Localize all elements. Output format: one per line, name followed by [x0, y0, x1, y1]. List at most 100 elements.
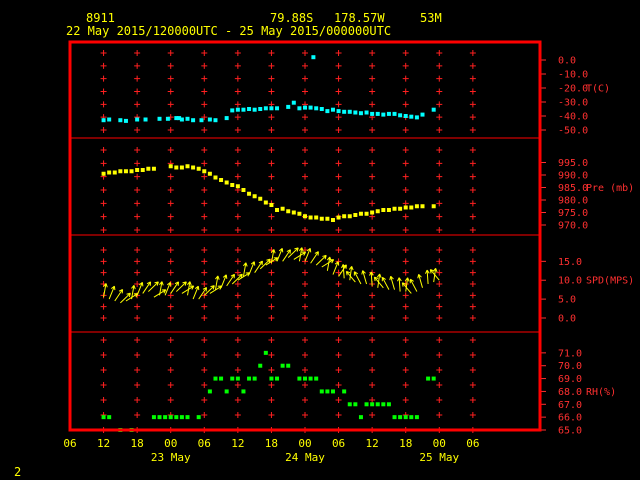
- y-tick-label: 65.0: [558, 426, 582, 437]
- y-tick-label: 71.0: [558, 348, 582, 359]
- temperature-point: [185, 116, 190, 121]
- grid-plus: [369, 337, 376, 343]
- grid-plus: [167, 147, 174, 153]
- grid-plus: [100, 75, 107, 82]
- temperature-point: [353, 110, 358, 115]
- temperature-point: [174, 116, 179, 121]
- temperature-point: [107, 117, 112, 122]
- rh-point: [370, 402, 375, 407]
- wind-arrow: [353, 271, 362, 285]
- grid-plus: [302, 292, 308, 299]
- x-tick-label: 18: [265, 437, 278, 450]
- x-tick-label: 06: [198, 437, 211, 450]
- grid-plus: [302, 147, 308, 153]
- grid-plus: [134, 367, 141, 373]
- grid-plus: [335, 337, 342, 343]
- grid-plus: [335, 397, 342, 403]
- grid-plus: [402, 303, 409, 310]
- pressure-point: [151, 166, 156, 171]
- rh-point: [280, 363, 285, 368]
- rh-point: [308, 376, 313, 381]
- grid-plus: [436, 412, 443, 418]
- grid-plus: [402, 147, 409, 153]
- grid-plus: [469, 281, 476, 287]
- grid-plus: [234, 200, 241, 207]
- grid-plus: [302, 412, 308, 418]
- grid-plus: [201, 382, 208, 388]
- rh-point: [174, 415, 179, 420]
- pressure-point: [101, 171, 106, 176]
- wind-arrow: [192, 285, 200, 300]
- grid-plus: [402, 213, 409, 220]
- temperature-point: [431, 107, 436, 112]
- grid-plus: [335, 412, 342, 418]
- grid-plus: [234, 412, 241, 418]
- grid-plus: [302, 382, 308, 388]
- wind-arrow: [170, 281, 180, 294]
- y-tick-label: 990.0: [558, 171, 588, 182]
- grid-plus: [335, 75, 342, 82]
- rh-point: [224, 389, 229, 394]
- grid-plus: [369, 292, 376, 299]
- station-id: 8911: [86, 11, 115, 25]
- grid-plus: [369, 127, 376, 133]
- x-tick-label: 18: [131, 437, 144, 450]
- pressure-point: [213, 175, 218, 180]
- x-tick-label: 06: [466, 437, 479, 450]
- grid-plus: [335, 227, 342, 233]
- grid-plus: [469, 173, 476, 180]
- rh-point: [107, 415, 112, 420]
- wind-arrow: [429, 269, 440, 281]
- temperature-point: [269, 106, 274, 111]
- rh-point: [314, 376, 319, 381]
- temperature-point: [224, 116, 229, 121]
- wind-arrow: [397, 277, 402, 292]
- grid-plus: [167, 397, 174, 403]
- y-tick-label: 975.0: [558, 208, 588, 219]
- rh-point: [151, 415, 156, 420]
- rh-point: [325, 389, 330, 394]
- grid-plus: [234, 227, 241, 233]
- grid-plus: [201, 88, 208, 95]
- latitude: 79.88S: [270, 11, 313, 25]
- y-tick-label: -20.0: [558, 84, 588, 95]
- grid-plus: [134, 88, 141, 95]
- temperature-point: [177, 116, 182, 121]
- wind-arrow: [298, 247, 304, 262]
- temperature-point: [230, 108, 235, 113]
- grid-plus: [335, 352, 342, 358]
- temperature-point: [191, 118, 196, 123]
- grid-plus: [268, 88, 275, 95]
- grid-plus: [234, 101, 241, 108]
- y-tick-label: -10.0: [558, 70, 588, 81]
- grid-plus: [100, 367, 107, 373]
- pressure-point: [269, 203, 274, 207]
- grid-plus: [302, 127, 308, 133]
- grid-plus: [302, 187, 308, 193]
- temperature-point: [311, 55, 316, 60]
- wind-arrow: [321, 259, 335, 268]
- temperature-point: [143, 117, 148, 122]
- grid-plus: [369, 258, 376, 265]
- temperature-point: [303, 105, 307, 110]
- grid-plus: [234, 315, 241, 321]
- grid-plus: [268, 147, 275, 153]
- y-tick-label: 970.0: [558, 221, 588, 232]
- grid-plus: [201, 127, 208, 133]
- grid-plus: [469, 88, 476, 95]
- grid-plus: [469, 213, 476, 220]
- wind-arrow: [159, 281, 164, 296]
- grid-plus: [234, 281, 241, 287]
- wind-arrow: [259, 258, 271, 270]
- rh-point: [258, 363, 263, 368]
- pressure-point: [342, 214, 347, 219]
- rh-point: [196, 415, 201, 420]
- grid-plus: [335, 292, 342, 299]
- grid-plus: [100, 147, 107, 153]
- temperature-point: [207, 117, 212, 122]
- wind-arrow: [341, 264, 346, 279]
- grid-plus: [167, 88, 174, 95]
- grid-plus: [436, 213, 443, 220]
- grid-plus: [234, 50, 241, 56]
- temperature-point: [398, 113, 403, 118]
